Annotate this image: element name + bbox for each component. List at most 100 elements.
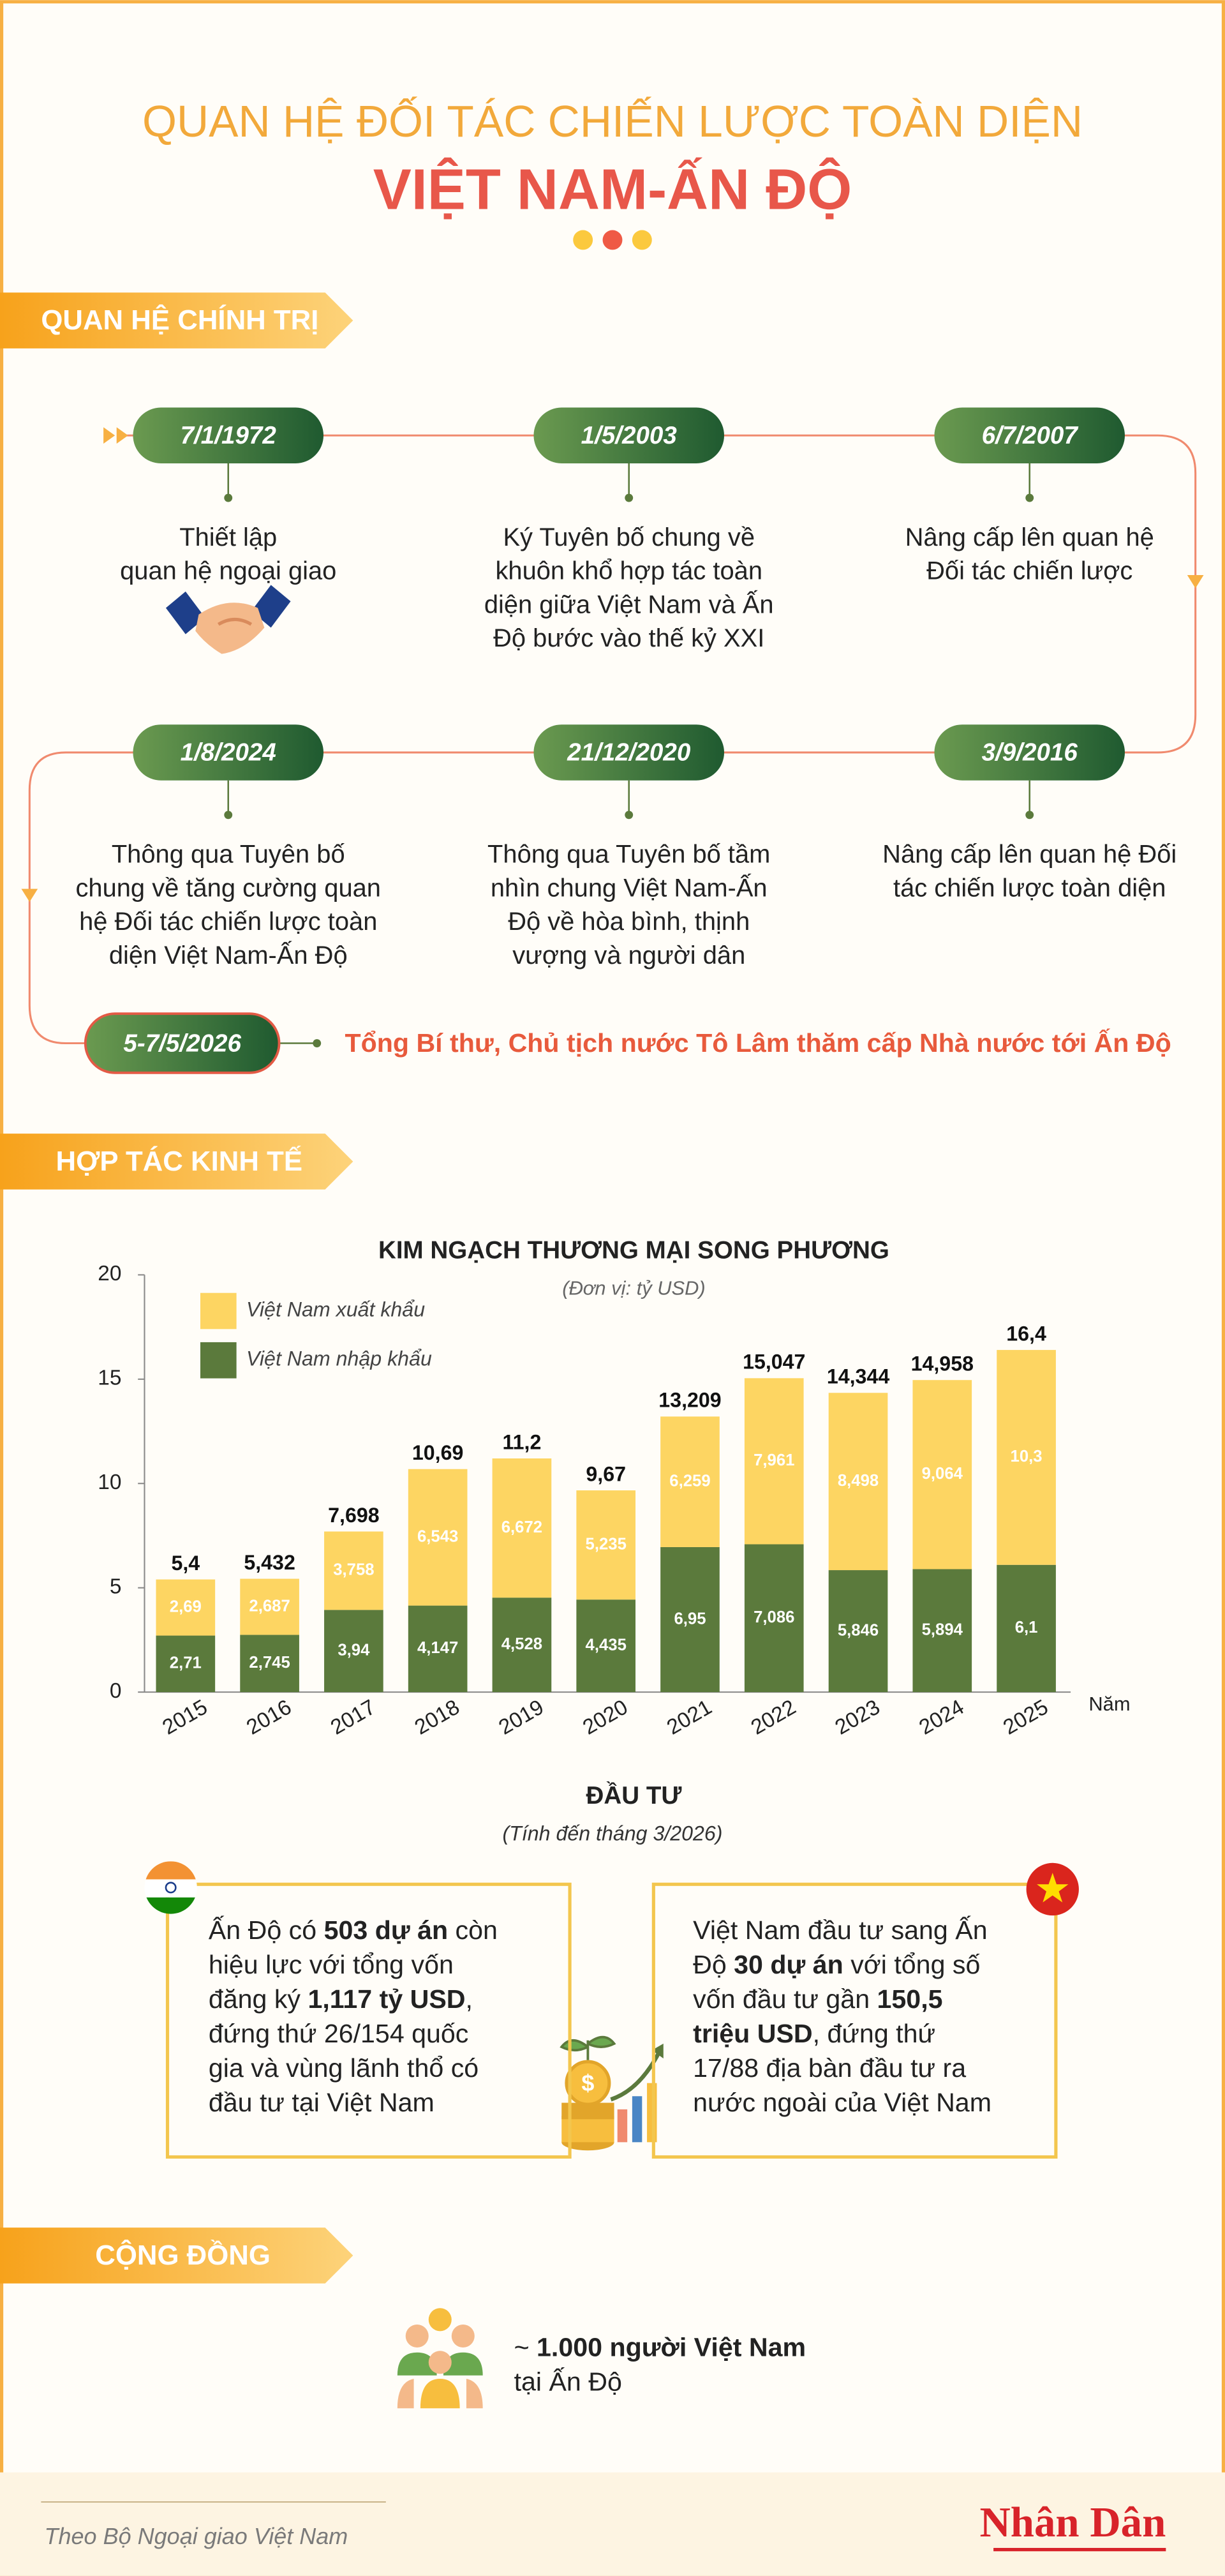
value-label: 2,745 bbox=[249, 1654, 290, 1672]
value-label: 7,086 bbox=[754, 1608, 794, 1626]
bar-segment bbox=[997, 1350, 1056, 1565]
date-pill bbox=[133, 724, 324, 781]
text-run: vốn đầu tư gần bbox=[693, 1984, 877, 2014]
legend-swatch bbox=[200, 1342, 237, 1379]
value-label: 2,69 bbox=[170, 1598, 202, 1615]
value-label: 2,687 bbox=[249, 1597, 290, 1615]
india-flag bbox=[144, 1861, 197, 1914]
value-label: 5,894 bbox=[922, 1621, 963, 1639]
stem-dot bbox=[625, 493, 634, 502]
value-label: 6,95 bbox=[674, 1610, 706, 1628]
text-run: ~ bbox=[514, 2333, 537, 2362]
total-label: 5,4 bbox=[171, 1552, 200, 1575]
paragraph-line: đầu tư tại Việt Nam bbox=[209, 2088, 434, 2117]
value-label: 4,147 bbox=[417, 1639, 458, 1657]
date-pill bbox=[934, 407, 1125, 463]
event-text: Độ về hòa bình, thịnh bbox=[508, 908, 750, 936]
title: QUAN HỆ ĐỐI TÁC CHIẾN LƯỢC TOÀN DIỆN bbox=[142, 96, 1083, 146]
date: 7/1/1972 bbox=[181, 422, 277, 449]
date: 5-7/5/2026 bbox=[123, 1030, 241, 1057]
event-text: quan hệ ngoại giao bbox=[120, 557, 336, 585]
bar-segment bbox=[744, 1378, 804, 1545]
legend-label: Việt Nam nhập khẩu bbox=[246, 1347, 432, 1370]
value-label: 6,543 bbox=[417, 1527, 458, 1545]
bar-segment bbox=[828, 1393, 888, 1571]
event-text: Ký Tuyên bố chung về bbox=[503, 523, 755, 551]
value-label: 6,672 bbox=[501, 1518, 542, 1536]
total-label: 11,2 bbox=[503, 1430, 542, 1453]
investment-title: ĐẦU TƯ bbox=[586, 1781, 682, 1809]
y-tick-label: 5 bbox=[110, 1575, 122, 1599]
text-run: hiệu lực với tổng vốn bbox=[209, 1950, 454, 1979]
banner-shape bbox=[0, 2228, 353, 2284]
banner-shape bbox=[0, 292, 353, 348]
paragraph-line: đăng ký 1,117 tỷ USD, bbox=[209, 1984, 473, 2014]
total-label: 9,67 bbox=[586, 1462, 626, 1485]
bold-text: triệu USD bbox=[693, 2019, 813, 2048]
value-label: 4,528 bbox=[501, 1635, 542, 1653]
investment-subtitle: (Tính đến tháng 3/2026) bbox=[502, 1822, 722, 1845]
value-label: 3,758 bbox=[333, 1561, 374, 1579]
paragraph-line: vốn đầu tư gần 150,5 bbox=[693, 1984, 942, 2014]
paragraph-line: Độ 30 dự án với tổng số bbox=[693, 1950, 980, 1979]
text-run: tại Ấn Độ bbox=[514, 2367, 622, 2397]
value-label: 3,94 bbox=[338, 1642, 370, 1659]
paragraph-line: ~ 1.000 người Việt Nam bbox=[514, 2333, 806, 2362]
value-label: 7,961 bbox=[754, 1451, 794, 1469]
text-run: gia và vùng lãnh thổ có bbox=[209, 2053, 479, 2083]
legend-swatch bbox=[200, 1292, 237, 1329]
arrow bbox=[21, 888, 38, 902]
section-banner: QUAN HỆ CHÍNH TRỊ bbox=[0, 292, 353, 348]
bar-segment bbox=[912, 1569, 972, 1693]
footer-band bbox=[0, 2472, 1225, 2576]
bold-text: 503 dự án bbox=[324, 1915, 449, 1945]
y-tick-label: 20 bbox=[98, 1262, 121, 1285]
bar-segment bbox=[828, 1570, 888, 1693]
text-run: đầu tư tại Việt Nam bbox=[209, 2088, 434, 2117]
text-run: Ấn Độ có bbox=[209, 1915, 324, 1945]
total-label: 7,698 bbox=[328, 1504, 379, 1527]
event-text: Thông qua Tuyên bố tầm bbox=[487, 841, 770, 869]
section-title: HỢP TÁC KINH TẾ bbox=[56, 1145, 303, 1177]
value-label: 5,235 bbox=[586, 1535, 627, 1553]
y-tick-label: 10 bbox=[98, 1471, 121, 1494]
vietnam-flag bbox=[1026, 1862, 1079, 1916]
section-banner: CỘNG ĐỒNG bbox=[0, 2228, 353, 2284]
value-label: 2,71 bbox=[170, 1654, 202, 1672]
arrow bbox=[103, 427, 128, 444]
bar-segment bbox=[492, 1458, 552, 1598]
value-label: 6,259 bbox=[669, 1472, 710, 1490]
stem-dot bbox=[224, 493, 233, 502]
dot bbox=[632, 230, 652, 250]
paragraph-line: hiệu lực với tổng vốn bbox=[209, 1950, 454, 1979]
text-run: 17/88 địa bàn đầu tư ra bbox=[693, 2053, 966, 2083]
text-run: đăng ký bbox=[209, 1984, 308, 2014]
paragraph-line: 17/88 địa bàn đầu tư ra bbox=[693, 2053, 966, 2083]
section-title: QUAN HỆ CHÍNH TRỊ bbox=[41, 304, 318, 336]
date: 6/7/2007 bbox=[982, 422, 1079, 449]
svg-text:$: $ bbox=[581, 2070, 594, 2096]
total-label: 5,432 bbox=[244, 1551, 295, 1574]
paragraph-line: nước ngoài của Việt Nam bbox=[693, 2088, 991, 2117]
bold-text: 30 dự án bbox=[734, 1950, 843, 1979]
bar-segment bbox=[408, 1605, 468, 1693]
total-label: 15,047 bbox=[743, 1351, 805, 1374]
stem-dot bbox=[1025, 811, 1034, 820]
event-text: Tổng Bí thư, Chủ tịch nước Tô Lâm thăm c… bbox=[345, 1028, 1171, 1058]
total-label: 16,4 bbox=[1006, 1322, 1046, 1345]
y-tick-label: 0 bbox=[110, 1679, 122, 1703]
event-text: Thông qua Tuyên bố bbox=[112, 841, 345, 869]
section-title: CỘNG ĐỒNG bbox=[95, 2238, 271, 2271]
bar-segment bbox=[912, 1380, 972, 1569]
event-text: Độ bước vào thế kỷ XXI bbox=[493, 624, 764, 652]
stem-dot bbox=[625, 811, 634, 820]
bar-segment bbox=[408, 1469, 468, 1606]
chart-title: KIM NGẠCH THƯƠNG MẠI SONG PHƯƠNG bbox=[378, 1237, 889, 1264]
bar-segment bbox=[156, 1635, 216, 1693]
bar-segment bbox=[660, 1546, 720, 1693]
bold-text: 1.000 người Việt Nam bbox=[537, 2333, 806, 2362]
date: 21/12/2020 bbox=[567, 739, 691, 767]
handshake-icon bbox=[165, 585, 291, 654]
